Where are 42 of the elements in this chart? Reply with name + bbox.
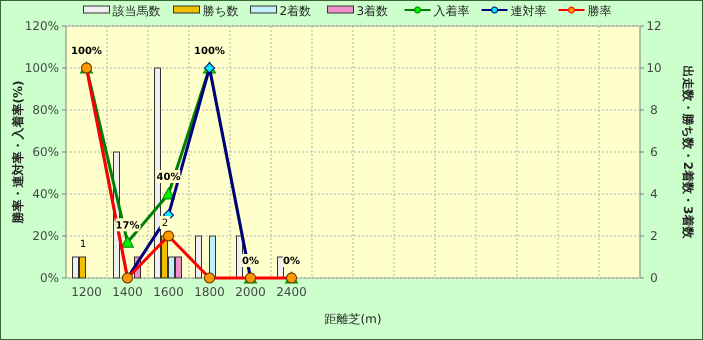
x-tick-label: 1600 — [153, 285, 184, 299]
bar — [209, 236, 216, 278]
legend-label: 勝ち数 — [202, 4, 238, 18]
y-tick-label: 80% — [32, 103, 59, 117]
data-label: 100% — [71, 46, 102, 57]
data-label: 0% — [283, 256, 300, 267]
x-axis-title: 距離芝(m) — [324, 312, 382, 326]
legend-label: 連対率 — [510, 4, 546, 18]
y2-tick-label: 6 — [650, 145, 658, 159]
y2-tick-label: 4 — [650, 187, 658, 201]
legend-label: 3着数 — [356, 4, 388, 18]
y-tick-label: 60% — [32, 145, 59, 159]
legend-label: 入着率 — [434, 4, 470, 18]
y-tick-label: 40% — [32, 187, 59, 201]
y-axis-title: 勝率・連対率・入着率(%) — [11, 80, 25, 224]
legend-label: 2着数 — [280, 4, 312, 18]
y2-tick-label: 12 — [646, 19, 662, 33]
y2-tick-label: 2 — [650, 229, 658, 243]
y-tick-label: 20% — [32, 229, 59, 243]
y2-tick-label: 0 — [650, 271, 658, 285]
y-tick-label: 100% — [24, 61, 59, 75]
x-tick-label: 2400 — [276, 285, 307, 299]
x-tick-label: 2000 — [235, 285, 266, 299]
legend-label: 勝率 — [588, 4, 612, 18]
data-label: 17% — [116, 220, 140, 232]
data-label: 2 — [162, 218, 168, 229]
legend-label: 該当馬数 — [112, 4, 160, 18]
data-label: 100% — [194, 46, 225, 57]
y-tick-label: 120% — [24, 19, 59, 33]
x-tick-label: 1400 — [112, 285, 143, 299]
bar — [195, 236, 202, 278]
x-tick-label: 1200 — [71, 285, 102, 299]
data-label: 0% — [242, 256, 259, 267]
y-tick-label: 0% — [40, 271, 59, 285]
y2-tick-label: 10 — [646, 61, 662, 75]
y2-tick-label: 8 — [650, 103, 658, 117]
data-label: 40% — [156, 172, 180, 183]
point — [162, 188, 175, 200]
x-tick-label: 1800 — [194, 285, 225, 299]
point — [121, 236, 134, 248]
data-label: 1 — [80, 239, 86, 250]
y2-axis-title: 出走数・勝ち数・2着数・3着数 — [681, 66, 695, 240]
